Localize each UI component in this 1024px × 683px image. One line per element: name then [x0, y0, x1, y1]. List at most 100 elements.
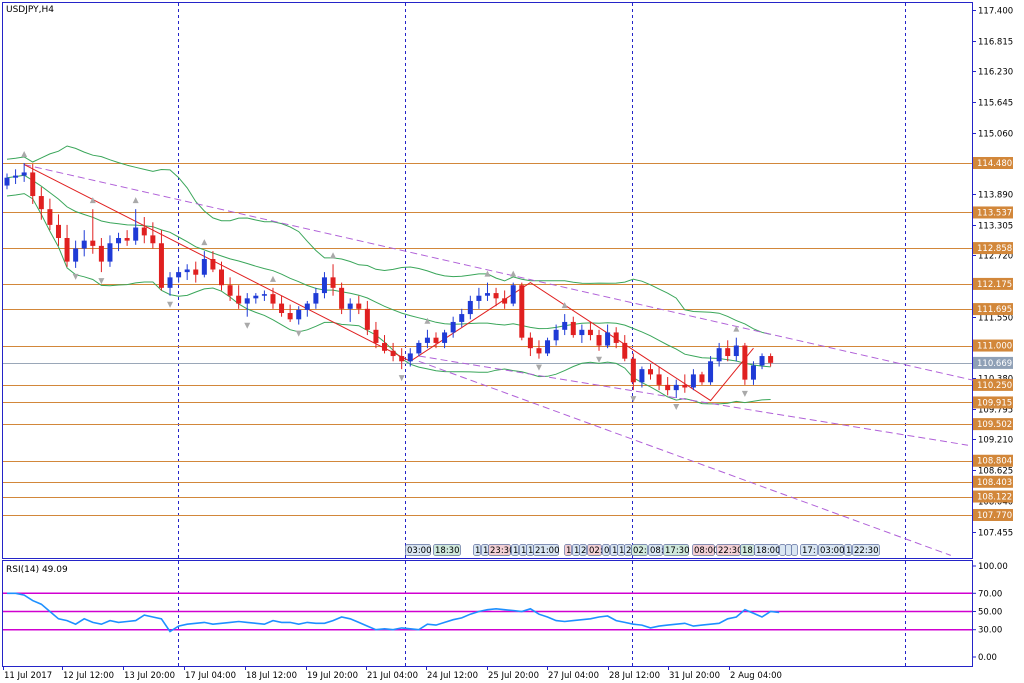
candle-body	[493, 293, 499, 299]
level-price-labels: 114.480 113.537 112.858 112.175 111.695 111.0…	[973, 156, 1013, 521]
fractal-down-marker	[167, 301, 174, 308]
candle-body	[158, 243, 164, 288]
fractal-down-marker	[535, 364, 542, 371]
candle	[527, 332, 533, 357]
level-price-label-text: 111.695	[977, 305, 1012, 315]
candle	[304, 300, 310, 317]
candle	[459, 308, 465, 328]
candle-body	[98, 245, 104, 262]
time-axis: 11 Jul 2017 12 Jul 12:00 13 Jul 20:00 17 Ju…	[3, 666, 782, 681]
level-price-label-text: 114.480	[977, 159, 1012, 169]
candle	[768, 353, 774, 367]
candle	[699, 371, 705, 385]
candle	[219, 261, 224, 291]
level-price-label: 111.695	[973, 303, 1013, 316]
level-price-label-text: 107.770	[977, 511, 1012, 521]
fractal-up-marker	[21, 150, 28, 157]
fractal-down-marker	[295, 330, 302, 337]
event-marker	[785, 544, 792, 556]
candle-body	[253, 295, 259, 299]
trend-line-3	[418, 360, 951, 556]
candle-body	[768, 356, 774, 363]
event-marker-box	[533, 544, 559, 556]
envelope-bands	[6, 145, 771, 405]
period-separators	[178, 3, 906, 666]
event-marker-label: 2	[626, 546, 631, 556]
candle	[639, 366, 645, 388]
level-price-label: 114.480	[973, 156, 1013, 169]
level-price-label-text: 108.804	[977, 457, 1012, 467]
fractal-up-marker	[561, 302, 568, 309]
level-price-label: 108.403	[973, 475, 1013, 488]
rsi-tick-label: 30.00	[978, 626, 1002, 636]
level-price-label-box	[973, 242, 1013, 255]
candle	[416, 340, 422, 357]
candle	[596, 329, 602, 351]
level-price-label: 109.915	[973, 396, 1013, 409]
event-marker-box	[511, 544, 519, 556]
candle-body	[407, 353, 413, 362]
event-marker-label: 21:00	[535, 546, 560, 556]
candle-body	[13, 175, 19, 178]
event-marker-label: 1	[846, 546, 851, 556]
candle-body	[64, 238, 70, 262]
candle	[4, 173, 10, 190]
candle-body	[55, 224, 61, 239]
candle	[73, 240, 79, 268]
candle-body	[553, 329, 559, 341]
event-marker-label: 02:	[589, 546, 603, 556]
event-marker-box	[405, 544, 431, 556]
event-marker-label: 1	[483, 546, 488, 556]
candle-body	[313, 293, 319, 304]
price-tick-label: 113.305	[978, 222, 1013, 232]
event-marker-label: 08:00	[694, 546, 719, 556]
level-price-label: 110.250	[973, 378, 1013, 391]
candle-body	[613, 332, 619, 343]
event-marker: 17:30	[663, 544, 690, 556]
fractal-up-marker	[132, 197, 139, 204]
time-tick-label: 2 Aug 04:00	[730, 671, 782, 681]
event-marker-label: 22:30	[854, 546, 879, 556]
candle	[158, 230, 164, 291]
candle-body	[545, 340, 551, 354]
candle-body	[459, 314, 465, 322]
candle	[725, 340, 731, 362]
level-price-label-box	[973, 339, 1013, 352]
candle-body	[476, 295, 482, 301]
candle	[656, 366, 662, 391]
candle	[424, 329, 430, 349]
current-price-label-text: 110.669	[977, 359, 1012, 369]
fractal-up-marker	[330, 252, 337, 259]
time-tick-label: 18 Jul 12:00	[246, 671, 297, 681]
event-marker-box	[663, 544, 689, 556]
candle-body	[21, 172, 27, 176]
candle	[356, 295, 362, 315]
level-price-label: 113.537	[973, 206, 1013, 219]
event-time-markers: 03:00 18:30 1 1 23:301 1 1 21:00 1 1 2 02: 0 1 1 2 02: 08…	[405, 544, 880, 556]
event-marker-box	[852, 544, 880, 556]
level-price-label-box	[973, 396, 1013, 409]
price-tick-label: 115.645	[978, 99, 1013, 109]
candle-body	[390, 350, 396, 357]
candle-body	[287, 313, 293, 320]
candle-body	[484, 293, 490, 296]
candle-body	[124, 238, 130, 241]
candle	[716, 342, 722, 367]
candle	[484, 282, 490, 301]
event-marker-label: 23:30	[490, 546, 515, 556]
candle	[244, 293, 250, 317]
rsi-line	[7, 592, 780, 633]
event-marker-box	[564, 544, 572, 556]
event-marker: 1	[511, 544, 519, 556]
candle-body	[639, 369, 645, 383]
candle-body	[648, 369, 653, 375]
event-marker-label: 02:	[633, 546, 647, 556]
candle	[107, 235, 113, 267]
candle	[562, 314, 568, 336]
event-marker: 1	[473, 544, 481, 556]
candle	[442, 329, 448, 349]
time-tick-label: 28 Jul 12:00	[609, 671, 660, 681]
candle	[55, 214, 61, 246]
candle-body	[47, 209, 53, 225]
event-marker-label: 17:30	[665, 546, 690, 556]
